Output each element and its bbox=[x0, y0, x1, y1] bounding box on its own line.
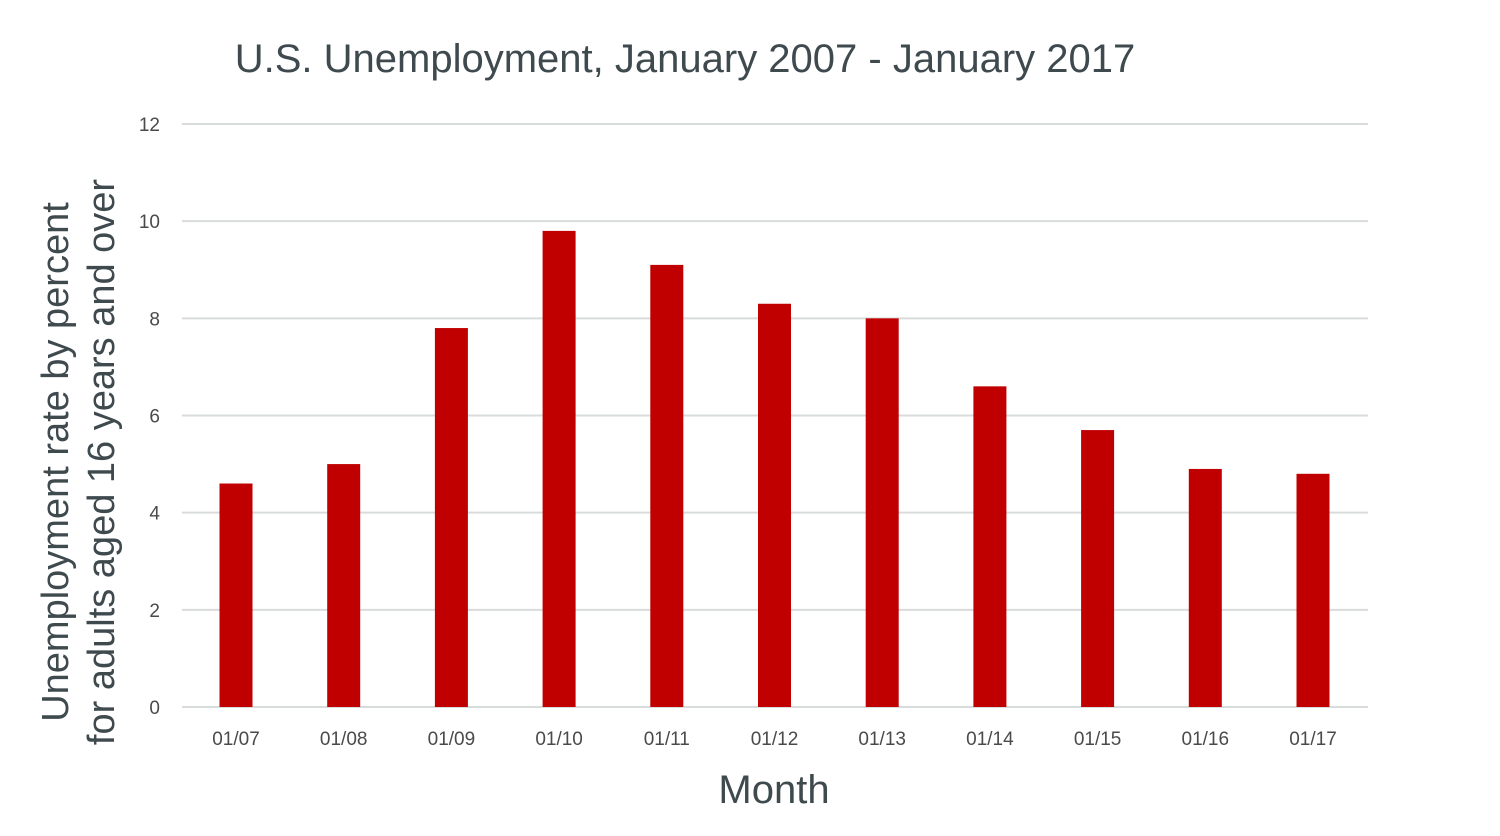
bar-01-08 bbox=[327, 464, 361, 707]
y-tick-label: 6 bbox=[149, 407, 160, 428]
x-tick-labels: 01/07 01/08 01/09 01/10 01/11 01/12 01/13 01/14… bbox=[212, 729, 1337, 750]
x-tick-label: 01/15 bbox=[1074, 729, 1122, 750]
x-tick-label: 01/17 bbox=[1289, 729, 1337, 750]
x-tick-label: 01/09 bbox=[428, 729, 476, 750]
x-tick-label: 01/13 bbox=[858, 729, 906, 750]
bar-01-12 bbox=[758, 303, 791, 707]
x-tick-label: 01/16 bbox=[1182, 729, 1230, 750]
bar-01-11 bbox=[650, 264, 684, 707]
bar-01-16 bbox=[1188, 468, 1222, 707]
y-tick-label: 12 bbox=[139, 115, 160, 136]
y-tick-label: 4 bbox=[149, 504, 160, 525]
y-axis-label: Unemployment rate by percent for adults … bbox=[35, 179, 123, 745]
y-tick-label: 8 bbox=[149, 309, 160, 330]
y-axis-label-line-2: for adults aged 16 years and over bbox=[81, 179, 123, 745]
bar-01-13 bbox=[865, 318, 899, 707]
bar-01-10 bbox=[542, 230, 576, 707]
bars bbox=[219, 230, 1330, 707]
bar-01-09 bbox=[434, 328, 468, 707]
bar-01-17 bbox=[1296, 473, 1330, 707]
x-tick-label: 01/08 bbox=[320, 729, 368, 750]
bar-01-07 bbox=[219, 483, 253, 707]
x-tick-label: 01/14 bbox=[966, 729, 1014, 750]
y-tick-label: 10 bbox=[139, 212, 160, 233]
bar-01-15 bbox=[1081, 430, 1115, 707]
y-tick-labels: 0 2 4 6 8 10 12 bbox=[139, 115, 161, 719]
x-tick-label: 01/07 bbox=[212, 729, 260, 750]
x-axis-label: Month bbox=[718, 768, 829, 812]
y-tick-label: 2 bbox=[149, 601, 160, 622]
y-tick-label: 0 bbox=[149, 698, 160, 719]
x-tick-label: 01/12 bbox=[751, 729, 799, 750]
bar-01-14 bbox=[973, 386, 1007, 707]
chart-title: U.S. Unemployment, January 2007 - Januar… bbox=[235, 37, 1136, 81]
x-tick-label: 01/10 bbox=[535, 729, 583, 750]
x-tick-label: 01/11 bbox=[644, 729, 690, 750]
y-axis-label-line-1: Unemployment rate by percent bbox=[35, 202, 77, 722]
